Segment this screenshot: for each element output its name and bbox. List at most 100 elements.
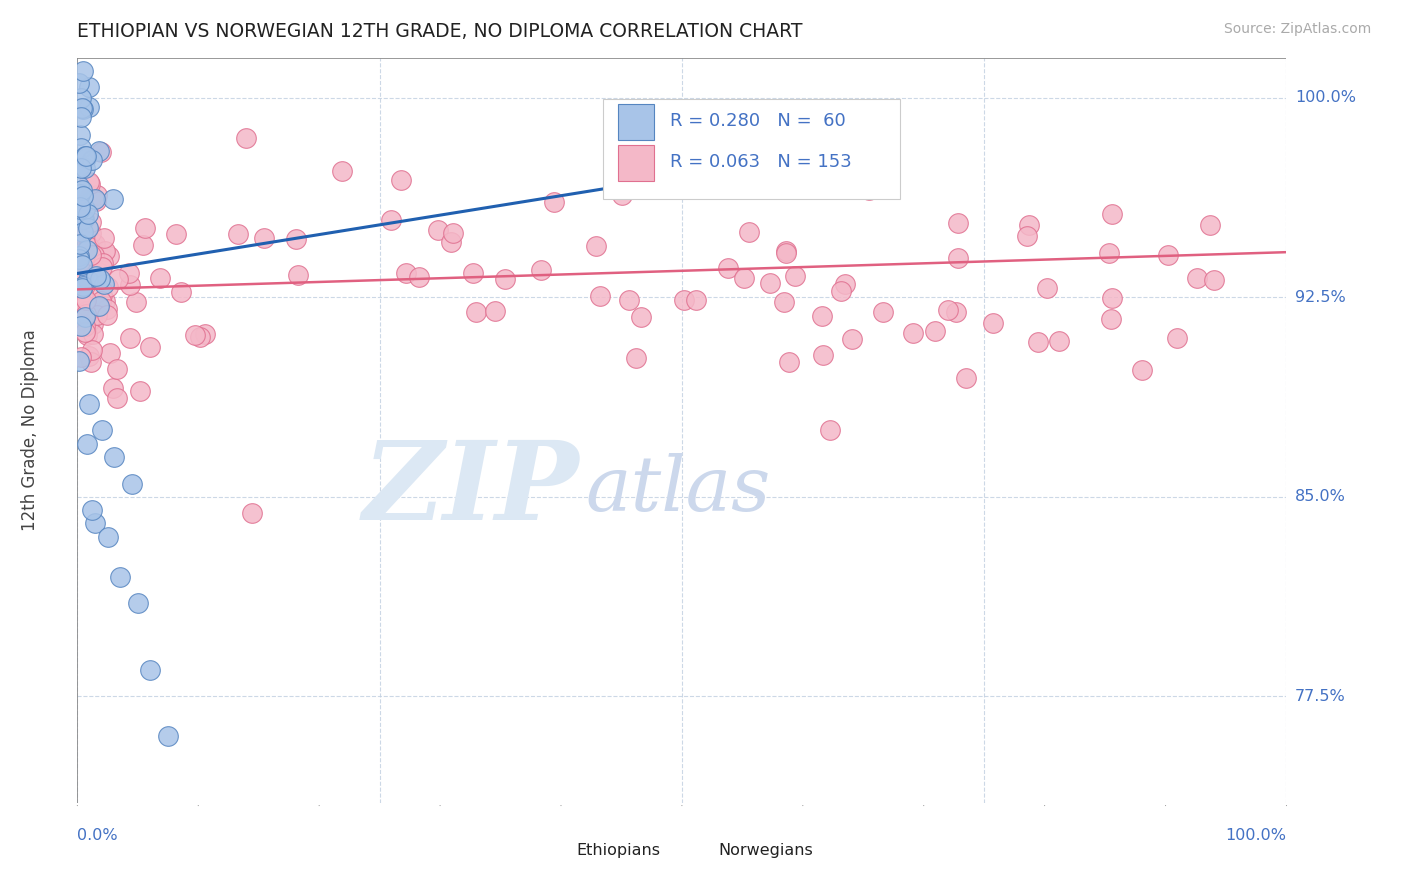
Point xyxy=(93,231,115,245)
Point xyxy=(427,223,450,237)
Point xyxy=(464,305,486,319)
Point xyxy=(96,302,118,317)
Point xyxy=(131,238,153,252)
Point xyxy=(80,343,103,357)
Point xyxy=(121,476,143,491)
Point xyxy=(91,256,114,270)
Point xyxy=(67,354,90,368)
Point xyxy=(775,244,797,258)
Point xyxy=(461,266,484,280)
Point xyxy=(72,183,94,197)
Point xyxy=(76,436,98,450)
Point xyxy=(101,381,124,395)
Point xyxy=(72,288,94,302)
Point xyxy=(67,294,90,309)
Point xyxy=(1156,248,1178,262)
Point xyxy=(287,268,309,283)
Point xyxy=(77,221,100,235)
Point xyxy=(624,351,647,366)
Text: ZIP: ZIP xyxy=(363,436,579,544)
Point xyxy=(955,371,977,385)
Point xyxy=(105,361,128,376)
Point xyxy=(170,285,193,299)
Point xyxy=(1018,219,1040,233)
Point xyxy=(72,244,94,259)
Point xyxy=(811,310,834,324)
Point xyxy=(585,239,607,253)
Point xyxy=(67,225,90,239)
Point xyxy=(75,318,97,333)
Text: R = 0.063   N = 153: R = 0.063 N = 153 xyxy=(669,153,852,171)
Point xyxy=(77,80,100,95)
Point xyxy=(75,298,97,312)
Point xyxy=(134,220,156,235)
Point xyxy=(901,326,924,340)
Point xyxy=(67,249,90,263)
Point xyxy=(610,187,633,202)
Point xyxy=(84,192,107,206)
Text: atlas: atlas xyxy=(585,453,770,527)
Bar xyxy=(543,838,569,863)
Point xyxy=(76,260,98,274)
Point xyxy=(86,308,108,322)
Point xyxy=(70,258,93,272)
Point xyxy=(80,304,103,318)
Point xyxy=(70,276,93,290)
Point xyxy=(89,300,111,314)
Point xyxy=(75,152,97,166)
Text: 92.5%: 92.5% xyxy=(1295,290,1346,305)
Text: Norwegians: Norwegians xyxy=(718,843,813,858)
Bar xyxy=(617,145,654,181)
Point xyxy=(67,160,90,174)
Point xyxy=(72,279,94,293)
Point xyxy=(543,194,565,209)
Point xyxy=(82,326,104,341)
Point xyxy=(733,271,755,285)
Point xyxy=(80,248,103,262)
Text: 85.0%: 85.0% xyxy=(1295,490,1346,504)
Text: 100.0%: 100.0% xyxy=(1226,828,1286,843)
Point xyxy=(775,245,797,260)
Point xyxy=(82,234,104,248)
Point xyxy=(395,266,418,280)
Point xyxy=(1202,272,1225,286)
Point xyxy=(589,289,612,303)
Point xyxy=(484,303,506,318)
Point xyxy=(830,284,852,298)
Point xyxy=(107,392,129,406)
Point xyxy=(103,192,125,206)
Point xyxy=(389,172,412,186)
Point xyxy=(73,268,96,282)
Point xyxy=(72,225,94,239)
Point xyxy=(945,304,967,318)
Point xyxy=(69,350,91,364)
Point xyxy=(408,269,430,284)
Point xyxy=(139,340,162,354)
Point xyxy=(94,293,117,308)
Point xyxy=(70,281,93,295)
Point xyxy=(1199,218,1222,232)
Point xyxy=(76,304,98,318)
Point xyxy=(240,506,263,520)
Text: 100.0%: 100.0% xyxy=(1295,90,1355,105)
Point xyxy=(630,310,652,325)
Point xyxy=(69,281,91,295)
Point xyxy=(72,189,94,203)
Point xyxy=(783,269,806,284)
Point xyxy=(717,261,740,276)
Point xyxy=(67,269,90,284)
Point xyxy=(1098,246,1121,260)
Point xyxy=(84,194,107,208)
Point xyxy=(69,161,91,175)
Point xyxy=(86,268,108,283)
Point xyxy=(69,318,91,333)
Point xyxy=(80,153,103,167)
Text: 12th Grade, No Diploma: 12th Grade, No Diploma xyxy=(21,329,38,532)
Point xyxy=(70,91,93,105)
Point xyxy=(87,144,110,158)
Point xyxy=(872,305,894,319)
Point xyxy=(1036,281,1059,295)
Point xyxy=(685,293,707,307)
Point xyxy=(981,316,1004,330)
Point xyxy=(72,102,94,116)
